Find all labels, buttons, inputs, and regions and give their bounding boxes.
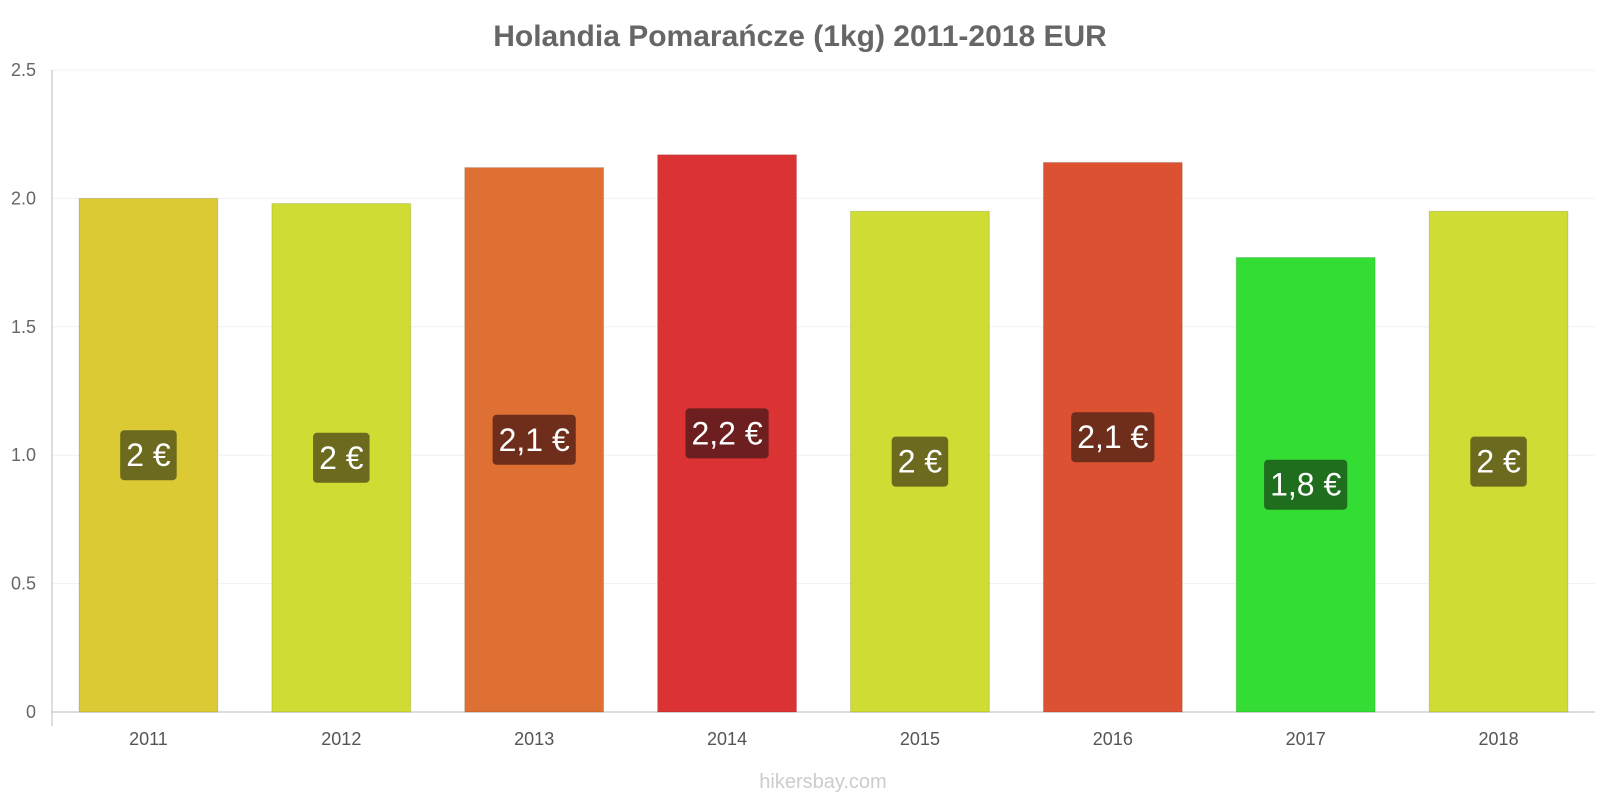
- y-tick-label: 0: [26, 702, 36, 722]
- y-tick-label: 0.5: [11, 574, 36, 594]
- data-label-2015: 2 €: [891, 436, 949, 487]
- data-label-2011: 2 €: [120, 430, 177, 481]
- data-label-box: [1071, 412, 1155, 463]
- data-label-text: 2,2 €: [691, 415, 762, 451]
- x-tick-label: 2013: [514, 729, 554, 749]
- data-label-2013: 2,1 €: [492, 414, 576, 465]
- data-label-2016: 2,1 €: [1071, 412, 1155, 463]
- chart-title: Holandia Pomarańcze (1kg) 2011-2018 EUR: [493, 20, 1107, 53]
- axes: 0 0.5 1.0 1.5 2.0 2.5 2011 2012 2013 2014 2015 2016…: [11, 60, 1595, 749]
- data-label-2014: 2,2 €: [685, 408, 769, 459]
- data-label-box: [1470, 436, 1527, 487]
- data-label-text: 2,1 €: [1077, 419, 1148, 455]
- data-label-text: 2,1 €: [499, 422, 570, 458]
- x-tick-label: 2014: [707, 729, 747, 749]
- data-label-2012: 2 €: [313, 432, 370, 483]
- data-label-text: 2 €: [319, 440, 364, 476]
- data-label-2018: 2 €: [1470, 436, 1527, 487]
- data-label-text: 2 €: [898, 444, 943, 480]
- data-label-text: 2 €: [1476, 444, 1521, 480]
- data-label-box: [492, 414, 576, 465]
- data-label-box: [891, 436, 949, 487]
- y-tick-label: 1.5: [11, 317, 36, 337]
- data-labels: 2 € 2 € 2,1 € 2,2 € 2 € 2,1 € 1,8 € 2 €: [120, 408, 1527, 510]
- bars: [78, 154, 1569, 713]
- data-label-box: [1264, 459, 1348, 510]
- x-tick-label: 2017: [1286, 729, 1326, 749]
- y-tick-label: 2.5: [11, 60, 36, 80]
- watermark: hikersbay.com: [759, 771, 886, 793]
- x-tick-label: 2012: [321, 729, 361, 749]
- data-label-box: [120, 430, 177, 481]
- data-label-2017: 1,8 €: [1264, 459, 1348, 510]
- x-tick-label: 2011: [129, 729, 168, 749]
- y-tick-label: 1.0: [11, 445, 36, 465]
- x-tick-label: 2015: [900, 729, 940, 749]
- x-tick-label: 2016: [1093, 729, 1133, 749]
- data-label-text: 1,8 €: [1270, 467, 1341, 503]
- y-tick-label: 2.0: [11, 188, 36, 208]
- data-label-text: 2 €: [126, 437, 171, 473]
- x-tick-label: 2018: [1479, 729, 1519, 749]
- data-label-box: [313, 432, 370, 483]
- data-label-box: [685, 408, 769, 459]
